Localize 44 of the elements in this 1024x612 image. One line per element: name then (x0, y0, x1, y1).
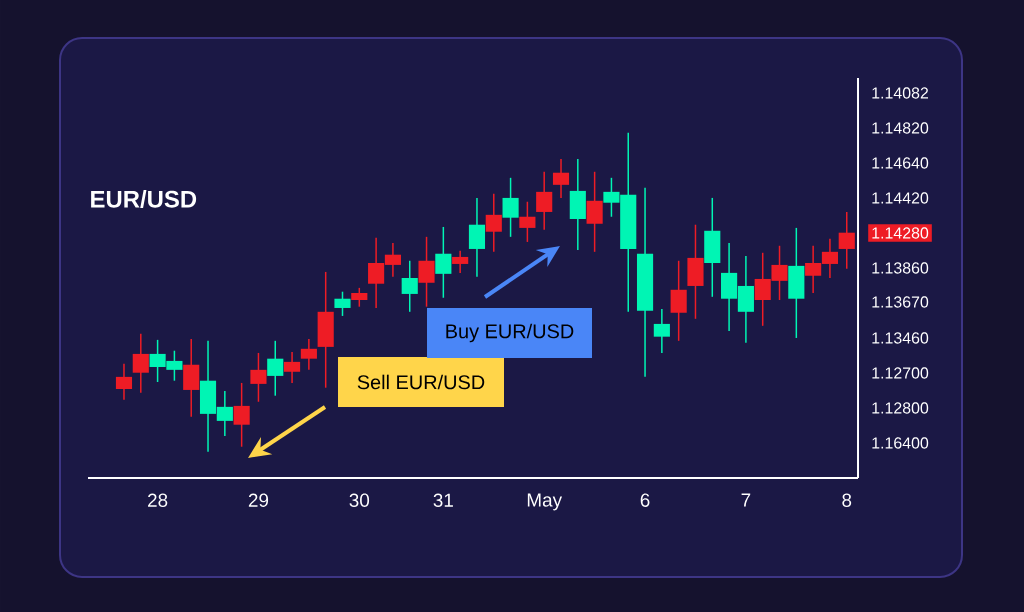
text: 1.13670 (872, 296, 929, 308)
candlestick (351, 287, 368, 308)
text: 1.14640 (872, 157, 929, 169)
candlestick (519, 201, 536, 243)
candlestick (485, 193, 502, 253)
text: 1.12700 (872, 367, 929, 379)
text: 1.14820 (872, 122, 929, 134)
text: 1.14082 (872, 87, 929, 99)
text: 1.13860 (872, 262, 929, 274)
text: 1.14280 (872, 227, 929, 239)
candlestick (435, 226, 452, 299)
annotation: Buy EUR/USD (446, 323, 574, 343)
text: EUR/USD (91, 190, 197, 208)
x-tick-label: 28 (148, 493, 168, 507)
text: 1.12800 (872, 402, 929, 414)
candlestick (115, 363, 133, 401)
candlestick (536, 171, 553, 231)
candlestick (552, 158, 570, 199)
x-tick-label: 31 (433, 493, 453, 507)
candlestick (132, 333, 149, 394)
candlestick (300, 338, 317, 371)
candlestick (418, 236, 435, 308)
candlestick (334, 290, 351, 317)
x-tick-label: 30 (349, 493, 370, 507)
x-tick-label: 29 (248, 493, 269, 507)
candlestick (233, 382, 250, 448)
candlestick (838, 211, 855, 270)
candlestick (586, 171, 603, 253)
x-tick-label: May (527, 493, 563, 511)
annotation: Sell EUR/USD (357, 374, 485, 390)
x-tick-label: 7 (741, 493, 751, 507)
x-tick-label: 8 (842, 493, 852, 507)
candlestick (401, 260, 418, 313)
candlestick (670, 260, 687, 342)
candlestick (452, 250, 469, 274)
candlestick (284, 351, 301, 384)
candlestick (502, 177, 519, 238)
candlestick (653, 308, 670, 354)
candlestick (250, 352, 267, 403)
candlestick (267, 340, 284, 397)
x-tick-label: 6 (640, 493, 650, 507)
text: 1.14420 (872, 192, 929, 204)
text: 1.13460 (872, 332, 929, 344)
text: 1.16400 (872, 437, 929, 449)
